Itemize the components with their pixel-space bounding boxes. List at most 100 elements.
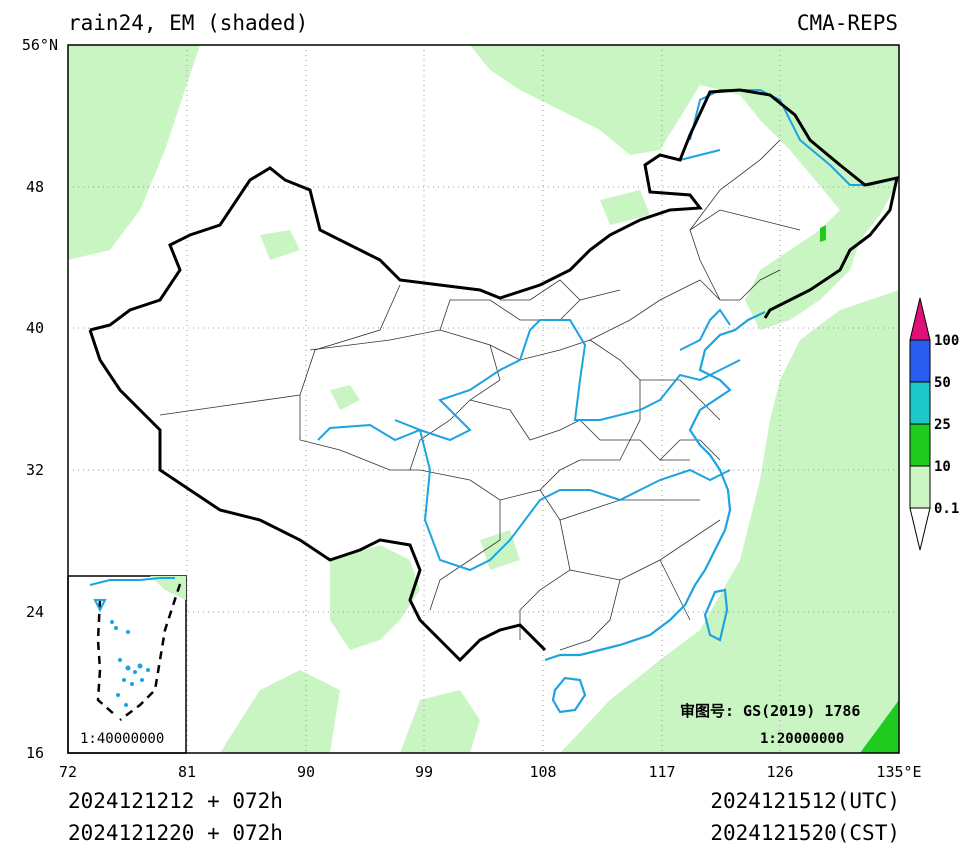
rain-heavy-area-2 xyxy=(820,225,826,242)
legend-label: 0.1 xyxy=(934,501,959,517)
island-dot xyxy=(124,703,128,707)
island-dot xyxy=(110,620,114,624)
rain-area-west xyxy=(68,45,200,260)
river-liao xyxy=(679,308,731,351)
map-scale: 1:20000000 xyxy=(760,731,844,747)
legend-swatch-25 xyxy=(909,381,931,425)
river-yellow-river xyxy=(317,319,741,442)
inset-frame xyxy=(67,575,187,754)
rain-area-patch-2 xyxy=(260,230,300,260)
model-label: CMA-REPS xyxy=(796,11,898,35)
province-boundary-7 xyxy=(469,399,690,461)
rain-area-bottom-mid xyxy=(400,690,480,753)
x-tick-label: 126 xyxy=(766,763,793,781)
province-boundary-2 xyxy=(299,395,420,471)
province-boundary-9 xyxy=(429,500,501,611)
map-title: rain24, EM (shaded) xyxy=(68,11,309,35)
province-boundary-4 xyxy=(439,289,621,331)
inset-dashed-line xyxy=(96,583,182,721)
x-tick-label: 135°E xyxy=(876,763,921,781)
island-dot xyxy=(122,678,126,682)
legend-swatch-100 xyxy=(909,297,931,341)
national-boundary-southwest xyxy=(88,329,547,663)
province-boundary-20 xyxy=(689,139,781,231)
coastline-taiwan xyxy=(703,588,729,642)
province-boundary-19 xyxy=(689,209,801,301)
inset-map: 1:40000000 xyxy=(67,575,187,754)
valid-time-cst: 2024121520(CST) xyxy=(710,821,900,845)
x-axis: 72 81 90 99 108 117 126 135°E xyxy=(59,763,922,781)
y-tick-label: 32 xyxy=(26,461,44,479)
province-boundary-13 xyxy=(559,579,621,651)
x-tick-label: 117 xyxy=(648,763,675,781)
inset-islands xyxy=(110,620,150,707)
coastline xyxy=(544,311,766,714)
island-dot xyxy=(137,663,143,669)
map-grid xyxy=(68,45,899,753)
rain-area-northeast xyxy=(470,45,899,330)
rain-area-bottom xyxy=(220,670,340,753)
rain-area-southwest xyxy=(330,545,420,650)
init-time-cst: 2024121220 + 072h xyxy=(68,821,283,845)
province-boundary-14 xyxy=(659,559,691,621)
y-axis: 16 24 32 40 48 56°N xyxy=(22,36,58,762)
rain-area-east-sea xyxy=(560,290,899,753)
legend-swatch-50 xyxy=(909,339,931,383)
river-yangtze xyxy=(394,419,731,572)
legend-label: 50 xyxy=(934,375,951,391)
inset-scale-label: 1:40000000 xyxy=(80,731,164,747)
province-boundary-6 xyxy=(409,379,501,471)
legend-swatch-01 xyxy=(909,465,931,509)
province-boundary-1 xyxy=(159,284,401,416)
y-tick-label: 16 xyxy=(26,744,44,762)
y-tick-label: 56°N xyxy=(22,36,58,54)
province-boundary-8 xyxy=(419,459,620,501)
national-boundary xyxy=(88,88,899,663)
legend-label: 10 xyxy=(934,459,951,475)
province-boundary-11 xyxy=(519,519,571,640)
province-boundary-17 xyxy=(659,439,721,461)
approval-number: 审图号: GS(2019) 1786 xyxy=(680,702,860,720)
province-boundary-16 xyxy=(640,379,721,421)
coastline-mainland xyxy=(544,311,766,662)
rain-area-patch-3 xyxy=(330,385,360,410)
legend-label: 25 xyxy=(934,417,951,433)
island-dot xyxy=(140,678,144,682)
island-dot xyxy=(126,630,130,634)
province-boundary-15 xyxy=(589,339,641,461)
island-dot xyxy=(116,693,120,697)
y-tick-label: 48 xyxy=(26,178,44,196)
province-boundary-21 xyxy=(500,279,581,301)
island-dot xyxy=(125,665,131,671)
island-dot xyxy=(114,626,118,630)
province-boundary-10 xyxy=(539,489,700,521)
rain-heavy-area-1 xyxy=(860,700,899,753)
coastline-hainan xyxy=(551,676,587,714)
y-tick-label: 24 xyxy=(26,603,44,621)
legend-swatch-10 xyxy=(909,423,931,467)
init-time-utc: 2024121212 + 072h xyxy=(68,789,283,813)
rain-heavy xyxy=(820,225,899,753)
x-tick-label: 72 xyxy=(59,763,77,781)
province-boundary-12 xyxy=(569,519,721,581)
map-frame xyxy=(67,44,900,754)
x-tick-label: 108 xyxy=(529,763,556,781)
inset-coast xyxy=(89,577,175,613)
inset-area-green xyxy=(150,576,186,600)
valid-time-utc: 2024121512(UTC) xyxy=(710,789,900,813)
island-dot xyxy=(146,668,150,672)
province-boundary-3 xyxy=(309,329,501,381)
color-legend: 0.1 10 25 50 100 xyxy=(909,297,959,551)
legend-swatch-below xyxy=(909,507,931,551)
rain-area-patch-1 xyxy=(600,190,650,225)
province-boundaries xyxy=(159,139,801,651)
legend-label: 100 xyxy=(934,333,959,349)
rain-shading xyxy=(68,45,899,753)
province-boundary-18 xyxy=(699,269,781,301)
rivers xyxy=(317,89,898,572)
x-tick-label: 90 xyxy=(297,763,315,781)
island-dot xyxy=(118,658,122,662)
island-dot xyxy=(133,670,137,674)
national-boundary-outline xyxy=(89,88,899,332)
